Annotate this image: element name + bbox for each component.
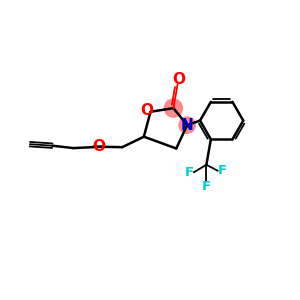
- Text: F: F: [202, 180, 211, 193]
- Text: F: F: [185, 166, 194, 179]
- Text: F: F: [218, 164, 227, 177]
- Text: O: O: [172, 72, 186, 87]
- Circle shape: [164, 99, 182, 117]
- Text: O: O: [92, 139, 105, 154]
- Text: N: N: [181, 118, 194, 133]
- Text: O: O: [140, 103, 153, 118]
- Circle shape: [179, 117, 195, 133]
